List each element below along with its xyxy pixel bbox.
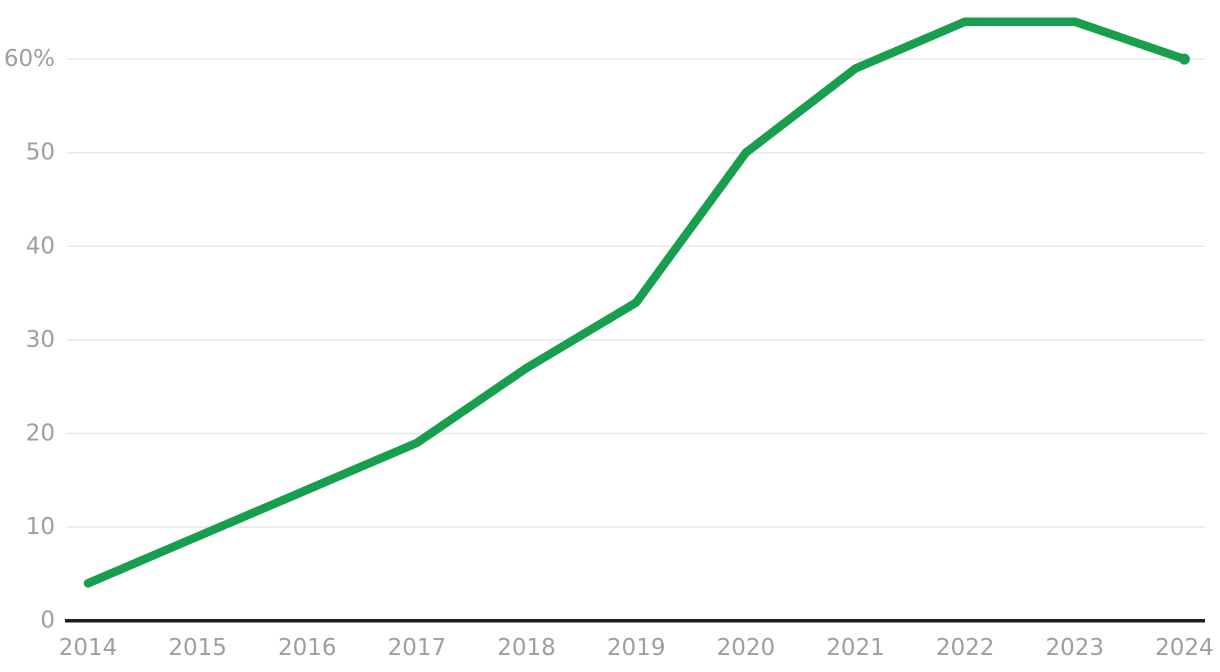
y-axis-tick-label: 40 [26,233,55,259]
x-axis-tick-label: 2019 [607,635,666,661]
x-axis-tick-label: 2020 [717,635,776,661]
x-axis-tick-label: 2017 [388,635,447,661]
y-axis-tick-label: 10 [26,514,55,540]
y-axis-tick-label: 60% [4,46,55,72]
x-axis-tick-label: 2023 [1045,635,1104,661]
x-axis-tick-label: 2024 [1155,635,1214,661]
y-axis-tick-label: 50 [26,140,55,166]
end-point-dot [1178,53,1190,65]
x-axis-tick-label: 2014 [59,635,118,661]
x-axis-tick-label: 2015 [168,635,227,661]
x-axis-tick-label: 2021 [826,635,885,661]
y-axis-tick-label: 20 [26,421,55,447]
y-axis-tick-label: 0 [40,608,55,634]
trend-line [83,17,1189,588]
x-axis-tick-label: 2016 [278,635,337,661]
x-axis-tick-label: 2018 [497,635,556,661]
y-axis-tick-label: 30 [26,327,55,353]
x-axis-tick-label: 2022 [936,635,995,661]
